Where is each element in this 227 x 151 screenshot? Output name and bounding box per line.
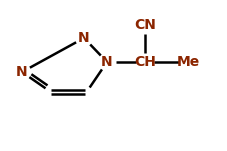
Text: CN: CN (134, 18, 156, 32)
Text: N: N (101, 55, 113, 69)
Text: Me: Me (176, 55, 200, 69)
Text: N: N (78, 31, 90, 45)
Text: CH: CH (134, 55, 156, 69)
Text: N: N (16, 65, 28, 79)
